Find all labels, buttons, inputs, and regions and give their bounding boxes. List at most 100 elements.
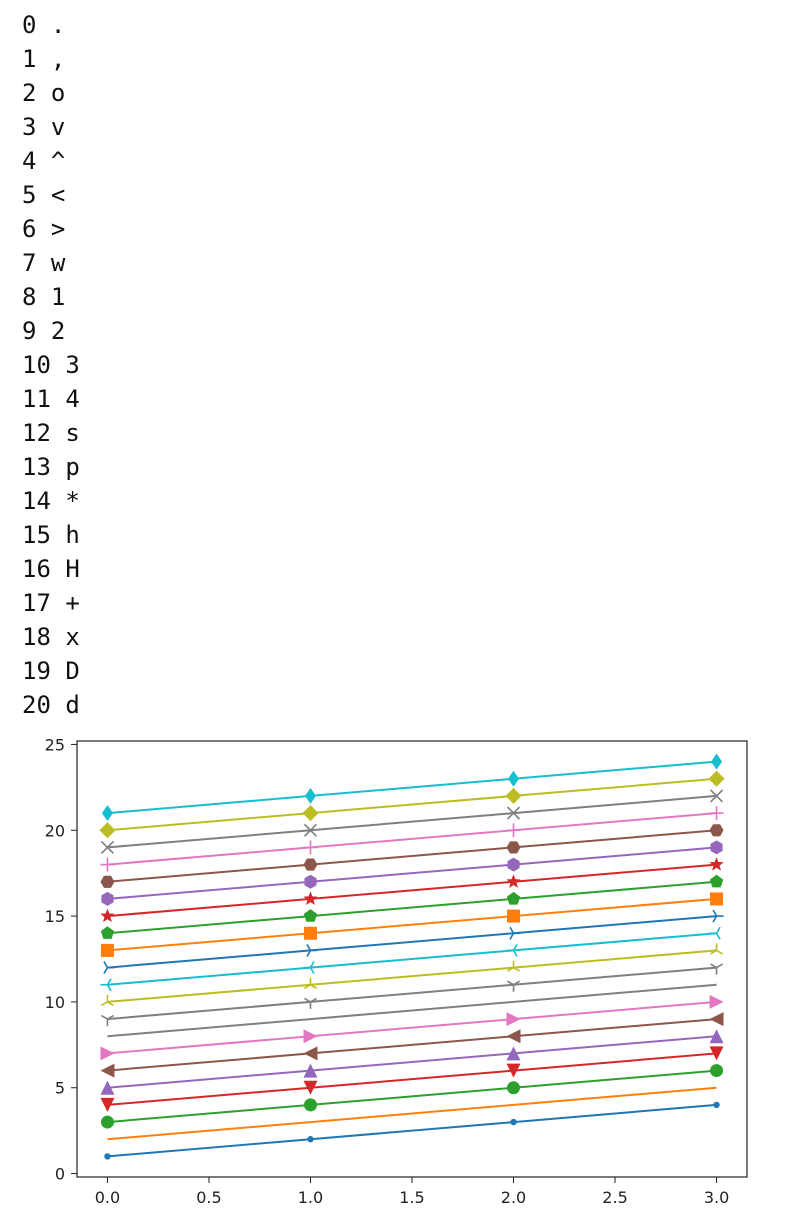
- data-point: [506, 891, 521, 905]
- data-point: [709, 824, 724, 837]
- console-line: 4 ^: [22, 147, 66, 175]
- data-point: [100, 1046, 115, 1061]
- x-tick-label: 0.5: [196, 1188, 221, 1207]
- console-line: 8 1: [22, 283, 66, 311]
- x-tick-label: 1.0: [298, 1188, 323, 1207]
- data-point: [100, 1115, 114, 1129]
- series: [101, 840, 723, 906]
- console-line: 14 *: [22, 487, 80, 515]
- data-point: [506, 874, 521, 888]
- console-output: 0 . 1 , 2 o 3 v 4 ^ 5 < 6 > 7 w 8 1 9 2 10 3 11 4 12…: [22, 8, 422, 722]
- series: [99, 770, 725, 839]
- console-line: 1 ,: [22, 45, 66, 73]
- series: [103, 909, 724, 975]
- x-tick-label: 0.0: [95, 1188, 120, 1207]
- y-tick-label: 15: [45, 907, 65, 926]
- data-point: [510, 1118, 517, 1126]
- data-point: [303, 1063, 318, 1078]
- series-line: [107, 1052, 717, 1106]
- data-point: [306, 943, 318, 957]
- console-line: 3 v: [22, 113, 66, 141]
- data-point: [709, 1029, 724, 1044]
- series: [100, 994, 724, 1061]
- data-point: [709, 1012, 724, 1027]
- data-point: [710, 1064, 724, 1078]
- series: [100, 1064, 724, 1129]
- data-point: [100, 1014, 114, 1027]
- x-tick-label: 2.0: [501, 1188, 526, 1207]
- data-point: [100, 994, 114, 1007]
- data-point: [710, 840, 723, 855]
- series: [100, 1029, 724, 1095]
- console-line: 15 h: [22, 521, 80, 549]
- data-point: [99, 822, 116, 839]
- data-point: [303, 1029, 318, 1044]
- console-line: 18 x: [22, 623, 80, 651]
- data-point: [506, 823, 521, 838]
- console-line: 5 <: [22, 181, 66, 209]
- data-point: [712, 909, 724, 923]
- data-point: [506, 943, 518, 957]
- plot-area: [99, 753, 725, 1160]
- data-point: [509, 926, 521, 940]
- series-line: [107, 983, 717, 1038]
- series-line: [107, 897, 717, 952]
- data-point: [100, 875, 115, 888]
- data-point: [303, 1098, 317, 1112]
- data-point: [304, 997, 317, 1009]
- data-point: [103, 961, 115, 975]
- y-tick-label: 25: [45, 735, 65, 754]
- console-line: 9 2: [22, 317, 66, 345]
- console-line: 12 s: [22, 419, 80, 447]
- series: [100, 857, 724, 923]
- series-line: [107, 1069, 717, 1124]
- data-point: [100, 1097, 115, 1112]
- data-point: [709, 926, 721, 940]
- data-point: [507, 857, 520, 872]
- x-tick-label: 3.0: [704, 1188, 729, 1207]
- data-point: [709, 874, 724, 888]
- console-line: 19 D: [22, 657, 80, 685]
- console-line: 2 o: [22, 79, 66, 107]
- data-point: [507, 960, 520, 972]
- series-line: [107, 932, 717, 986]
- line-chart: 0.0 0.5 1.0 1.5 2.0 2.5 3.0 0 5 10 15 20 25: [45, 735, 748, 1207]
- series-line: [107, 794, 717, 849]
- x-tick-label: 1.5: [399, 1188, 424, 1207]
- series: [100, 824, 724, 888]
- series: [107, 1086, 717, 1141]
- series-line: [107, 829, 717, 883]
- data-point: [507, 909, 521, 923]
- data-point: [307, 1136, 314, 1143]
- series: [100, 892, 724, 957]
- series-line: [107, 1000, 717, 1055]
- data-point: [100, 840, 115, 854]
- data-point: [303, 891, 318, 905]
- console-line: 20 d: [22, 691, 80, 719]
- series: [101, 753, 723, 822]
- series-line: [107, 1103, 717, 1158]
- series-line: [107, 1035, 717, 1089]
- data-point: [101, 805, 113, 822]
- data-point: [708, 770, 725, 787]
- data-point: [304, 874, 317, 889]
- data-point: [100, 908, 115, 923]
- series-line: [107, 777, 717, 832]
- x-axis: 0.0 0.5 1.0 1.5 2.0 2.5 3.0: [95, 1177, 729, 1207]
- data-point: [508, 770, 520, 787]
- series-line: [107, 949, 717, 1003]
- data-point: [507, 980, 520, 992]
- y-tick-label: 10: [45, 993, 65, 1012]
- series-line: [107, 880, 717, 935]
- series: [100, 1046, 724, 1112]
- series: [100, 806, 724, 872]
- data-point: [100, 857, 115, 872]
- series-line: [107, 863, 717, 918]
- data-point: [303, 840, 318, 855]
- y-tick-label: 5: [55, 1079, 65, 1098]
- data-point: [709, 1046, 724, 1061]
- data-point: [506, 806, 521, 820]
- series: [100, 789, 724, 854]
- series-line: [107, 1018, 717, 1072]
- console-line: 17 +: [22, 589, 80, 617]
